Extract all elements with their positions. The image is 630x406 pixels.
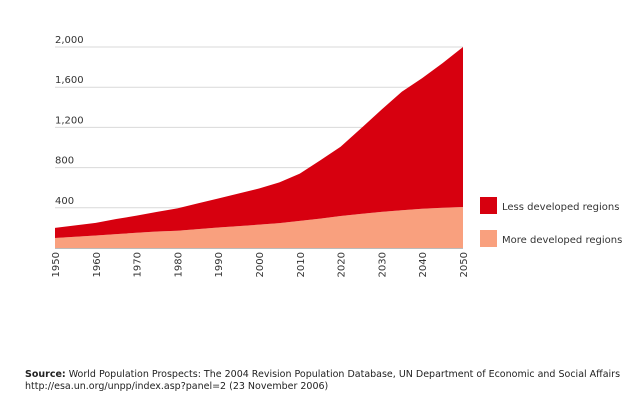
legend-swatch	[480, 197, 497, 214]
y-tick-label: 1,600	[55, 75, 84, 86]
x-tick-label: 2040	[418, 252, 429, 277]
x-axis-ticks: 1950 1960 1970 1980 1990 2000 2010 2020 2030 2040…	[51, 252, 470, 277]
x-tick-label: 1980	[173, 252, 184, 277]
source-text: World Population Prospects: The 2004 Rev…	[65, 369, 621, 380]
x-tick-label: 2030	[377, 252, 388, 277]
area-series	[55, 47, 463, 248]
source-url: http://esa.un.org/unpp/index.asp?panel=2…	[25, 381, 329, 392]
area-less-developed-regions	[55, 47, 463, 238]
source-note: Source: World Population Prospects: The …	[25, 369, 625, 393]
legend-label: More developed regions	[502, 235, 622, 246]
x-tick-label: 1990	[214, 252, 225, 277]
y-axis-ticks: 400 800 1,200 1,600 2,000	[55, 35, 84, 207]
legend-label: Less developed regions	[502, 202, 619, 213]
x-tick-label: 2010	[296, 252, 307, 277]
x-tick-label: 1970	[133, 252, 144, 277]
source-line: Source: World Population Prospects: The …	[25, 369, 625, 381]
y-tick-label: 1,200	[55, 115, 84, 126]
source-label: Source:	[25, 369, 66, 380]
y-tick-label: 400	[55, 196, 74, 207]
x-tick-label: 2020	[337, 252, 348, 277]
legend: Less developed regions More developed reg…	[480, 197, 622, 247]
x-tick-label: 2050	[459, 252, 470, 277]
x-tick-label: 1960	[92, 252, 103, 277]
y-tick-label: 800	[55, 156, 74, 167]
area-more-developed-regions	[55, 207, 463, 248]
y-tick-label: 2,000	[55, 35, 84, 46]
x-tick-label: 2000	[255, 252, 266, 277]
legend-swatch	[480, 230, 497, 247]
x-tick-label: 1950	[51, 252, 62, 277]
